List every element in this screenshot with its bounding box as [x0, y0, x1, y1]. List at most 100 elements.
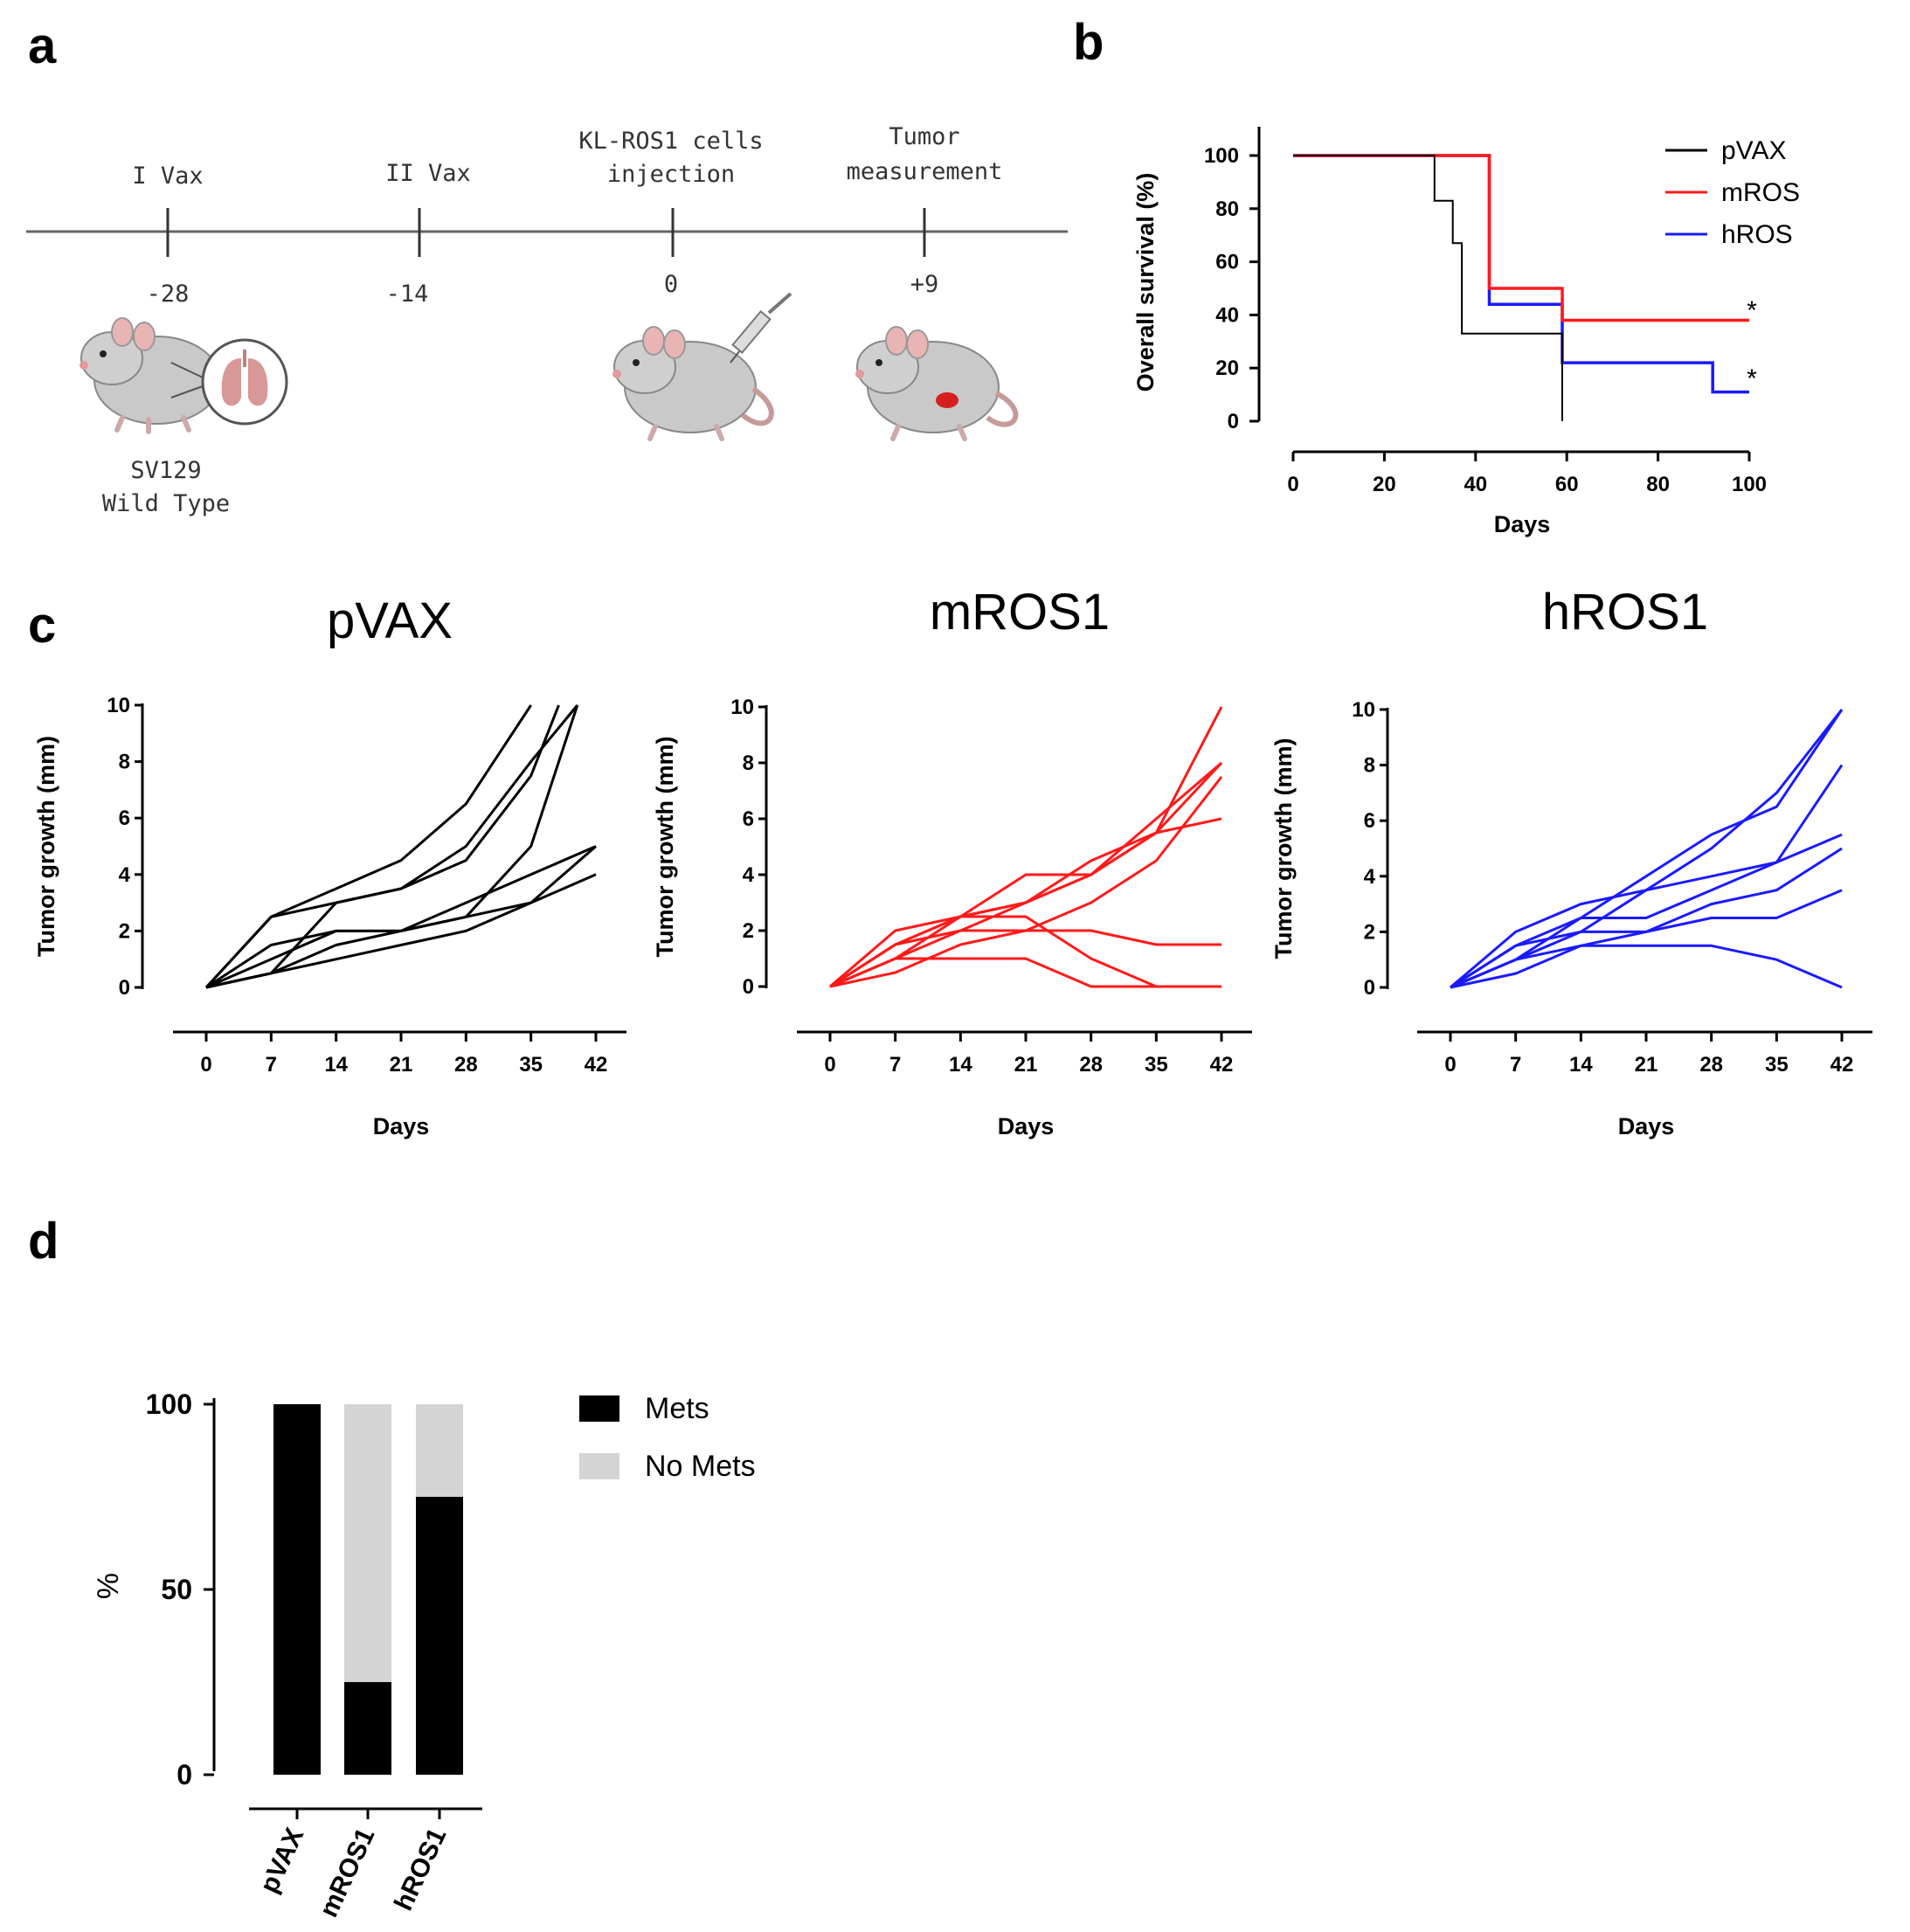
growth-x-tick-label: 7: [889, 1053, 901, 1077]
timeline-event-1: I Vax -28: [132, 163, 203, 308]
growth-title-hros1: hROS1: [1542, 584, 1708, 641]
mouse-strain-line2: Wild Type: [102, 490, 230, 517]
tumor-marker: [936, 392, 958, 408]
growth-y-tick-label: 2: [1364, 920, 1375, 944]
growth-y-tick-label: 6: [119, 807, 130, 830]
mets-y-tick-label: 100: [146, 1388, 192, 1420]
growth-x-tick-label: 35: [519, 1053, 543, 1077]
growth-y-tick-label: 8: [743, 751, 754, 775]
panel-letter-c: c: [28, 597, 56, 654]
growth-line-pvax-5: [205, 845, 597, 989]
legend-swatch-mets: [579, 1395, 619, 1422]
legend-label-mros: mROS: [1721, 178, 1800, 207]
survival-axes: [1257, 127, 1749, 454]
growth-x-tick-label: 21: [1014, 1053, 1038, 1077]
bar-pvax-mets: [273, 1404, 321, 1775]
growth-title-pvax: pVAX: [327, 592, 453, 649]
growth-x-tick-label: 35: [1765, 1053, 1789, 1077]
growth-line-mros1-6: [829, 929, 1221, 988]
survival-y-tick-label: 80: [1215, 197, 1239, 221]
growth-line-pvax-4: [205, 845, 597, 989]
growth-x-tick-label: 21: [390, 1053, 413, 1077]
mets-x-tick-label: hROS1: [389, 1824, 452, 1915]
significance-star-hros: *: [1747, 364, 1757, 393]
event-label-line1: KL-ROS1 cells: [578, 128, 763, 155]
growth-y-tick-label: 8: [119, 751, 130, 774]
growth-x-tick-label: 21: [1635, 1053, 1658, 1077]
survival-y-tick-label: 100: [1204, 144, 1239, 168]
legend-label-pvax: pVAX: [1721, 136, 1787, 165]
mets-y-tick-label: 0: [176, 1759, 192, 1790]
growth-x-label: Days: [1618, 1113, 1675, 1139]
growth-x-tick-label: 42: [1210, 1053, 1234, 1077]
growth-y-tick-label: 4: [743, 863, 755, 887]
growth-line-mros1-8: [829, 915, 1221, 988]
event-day: -28: [147, 280, 190, 308]
survival-x-tick-label: 40: [1464, 473, 1487, 496]
event-day: +9: [910, 271, 939, 298]
growth-line-pvax-1: [204, 704, 532, 989]
survival-y-tick-label: 60: [1215, 251, 1239, 274]
bar-hros1-mets: [416, 1497, 463, 1775]
panel-letter-b: b: [1073, 14, 1104, 71]
survival-x-label: Days: [1494, 511, 1551, 537]
mouse-injection-illustration: [612, 292, 792, 441]
survival-x-tick-label: 20: [1373, 473, 1396, 496]
survival-legend: pVAX mROS hROS: [1665, 136, 1800, 249]
survival-y-tick-label: 40: [1215, 303, 1239, 327]
event-day: 0: [664, 271, 678, 298]
mets-y-tick-label: 50: [161, 1574, 192, 1605]
growth-line-mros1-4: [829, 776, 1223, 988]
growth-x-tick-label: 42: [585, 1053, 608, 1077]
syringe-icon: [730, 292, 792, 364]
growth-x-tick-label: 28: [454, 1053, 478, 1077]
legend-label-mets: Mets: [645, 1392, 709, 1425]
growth-line-hros1-4: [1450, 833, 1843, 989]
growth-line-pvax-3: [205, 704, 579, 989]
growth-line-pvax-2: [204, 704, 560, 989]
growth-line-hros1-7: [1450, 944, 1843, 989]
bar-mros1-mets: [344, 1682, 391, 1775]
event-label-line2: injection: [607, 161, 735, 188]
survival-y-label: Overall survival (%): [1132, 173, 1159, 392]
significance-star-mros: *: [1747, 296, 1757, 325]
growth-y-tick-label: 10: [730, 696, 754, 719]
survival-y-tick-label: 20: [1215, 357, 1239, 380]
survival-y-tick-label: 0: [1228, 410, 1239, 433]
growth-x-label: Days: [998, 1113, 1055, 1139]
timeline-panel: I Vax -28 II Vax -14 KL-ROS1 cells injec…: [26, 123, 1068, 517]
growth-y-tick-label: 4: [1364, 865, 1376, 889]
growth-x-tick-label: 14: [1569, 1053, 1593, 1077]
mouse-tumor-illustration: [855, 326, 1019, 441]
event-day: -14: [386, 280, 429, 308]
growth-x-tick-label: 14: [324, 1053, 348, 1077]
mets-bar-chart: 0 50 100 pVAX mROS1 hROS1 % Mets No Mets: [92, 1388, 756, 1922]
panel-letter-a: a: [28, 17, 57, 74]
event-label: II Vax: [385, 160, 471, 187]
survival-x-tick-label: 0: [1287, 473, 1298, 496]
timeline-event-2: II Vax -14: [385, 160, 471, 308]
growth-x-tick-label: 28: [1079, 1053, 1103, 1077]
bar-hros1-no-mets: [416, 1404, 463, 1497]
survival-x-tick-label: 60: [1555, 473, 1579, 496]
growth-y-tick-label: 6: [1364, 809, 1375, 833]
growth-line-mros1-5: [829, 761, 1222, 988]
growth-chart-mros1: 0 2 4 6 8 10 0 7 14 21 28 35 42 Days Tumor growth (mm): [652, 696, 1252, 1139]
survival-curve-pvax: [1293, 155, 1563, 421]
legend-label-no-mets: No Mets: [645, 1450, 756, 1483]
survival-x-tick-label: 100: [1732, 473, 1767, 496]
growth-y-tick-label: 0: [743, 975, 754, 999]
growth-y-tick-label: 2: [119, 919, 130, 943]
growth-title-mros1: mROS1: [930, 584, 1110, 641]
growth-x-tick-label: 0: [1444, 1053, 1456, 1077]
legend-label-hros: hROS: [1721, 220, 1793, 249]
mouse-strain-line1: SV129: [130, 457, 201, 484]
mets-y-label: %: [92, 1573, 125, 1599]
legend-swatch-no-mets: [579, 1453, 619, 1479]
survival-x-tick-label: 80: [1646, 473, 1670, 496]
timeline-event-3: KL-ROS1 cells injection 0: [578, 128, 763, 298]
growth-x-tick-label: 0: [200, 1053, 211, 1077]
lungs-inset: [201, 338, 288, 426]
timeline-event-4: Tumor measurement +9: [847, 123, 1003, 298]
